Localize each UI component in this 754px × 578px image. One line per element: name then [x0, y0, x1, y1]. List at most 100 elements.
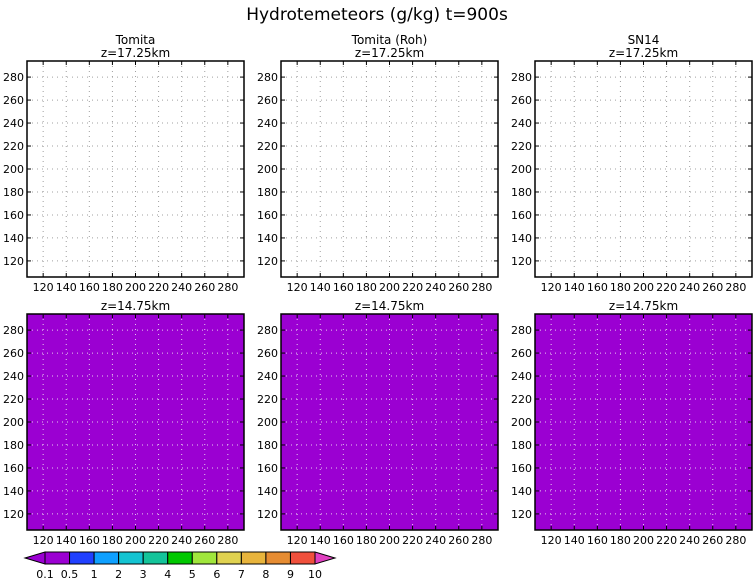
colorbar-label: 0.5	[61, 568, 79, 578]
y-tick-label: 140	[511, 485, 532, 498]
x-tick-label: 120	[541, 281, 562, 294]
y-tick-label: 180	[3, 439, 24, 452]
field-fill	[27, 314, 244, 530]
x-tick-label: 280	[217, 534, 238, 547]
y-tick-label: 260	[3, 94, 24, 107]
panel-subtitle: z=14.75km	[101, 299, 170, 313]
y-tick-label: 200	[3, 163, 24, 176]
x-tick-label: 280	[471, 534, 492, 547]
x-tick-label: 240	[425, 281, 446, 294]
y-tick-label: 260	[3, 347, 24, 360]
x-tick-label: 180	[102, 281, 123, 294]
colorbar-box-9	[265, 551, 291, 565]
x-tick-label: 200	[379, 534, 400, 547]
x-tick-label: 180	[356, 534, 377, 547]
y-tick-label: 240	[511, 370, 532, 383]
x-tick-label: 280	[725, 281, 746, 294]
colorbar-box-10	[289, 551, 316, 565]
y-tick-label: 240	[257, 370, 278, 383]
x-tick-label: 140	[310, 534, 331, 547]
x-tick-label: 180	[356, 281, 377, 294]
x-tick-label: 220	[148, 534, 169, 547]
x-tick-label: 280	[217, 281, 238, 294]
panel-subtitle: z=17.25km	[609, 46, 678, 60]
x-tick-label: 140	[56, 534, 77, 547]
colorbar-label: 0.1	[36, 568, 54, 578]
y-tick-label: 120	[257, 508, 278, 521]
y-tick-label: 220	[257, 140, 278, 153]
x-tick-label: 260	[194, 281, 215, 294]
y-tick-label: 260	[257, 94, 278, 107]
panel-column-title: Tomita (Roh)	[351, 33, 428, 47]
y-tick-label: 220	[3, 140, 24, 153]
y-tick-label: 120	[3, 255, 24, 268]
colorbar-label: 2	[115, 568, 122, 578]
panel-subtitle: z=14.75km	[355, 299, 424, 313]
colorbar-label: 3	[140, 568, 147, 578]
x-tick-label: 160	[79, 281, 100, 294]
x-tick-label: 160	[333, 281, 354, 294]
colorbar-box-1	[69, 551, 95, 565]
colorbar: 0.1 0.5 1 2 3 4 5 6 7 8 9 10	[23, 551, 337, 578]
x-tick-label: 260	[194, 534, 215, 547]
x-tick-label: 280	[471, 281, 492, 294]
figure-title: Hydrotemeteors (g/kg) t=900s	[246, 5, 508, 25]
panel-subtitle: z=14.75km	[609, 299, 678, 313]
y-tick-label: 280	[3, 324, 24, 337]
x-tick-label: 220	[656, 281, 677, 294]
y-tick-label: 200	[511, 163, 532, 176]
x-tick-label: 200	[125, 534, 146, 547]
y-tick-label: 180	[257, 186, 278, 199]
x-tick-label: 220	[402, 281, 423, 294]
y-tick-label: 120	[257, 255, 278, 268]
x-tick-label: 160	[587, 281, 608, 294]
y-tick-label: 140	[257, 485, 278, 498]
x-tick-label: 200	[379, 281, 400, 294]
y-tick-label: 280	[257, 71, 278, 84]
x-tick-label: 240	[679, 281, 700, 294]
panel-column-title: SN14	[628, 33, 660, 47]
y-tick-label: 180	[511, 186, 532, 199]
x-tick-label: 160	[333, 534, 354, 547]
x-tick-label: 180	[610, 534, 631, 547]
y-tick-label: 120	[511, 508, 532, 521]
y-tick-label: 120	[3, 508, 24, 521]
y-tick-label: 160	[3, 462, 24, 475]
x-tick-label: 200	[633, 281, 654, 294]
x-tick-label: 120	[33, 534, 54, 547]
x-tick-label: 120	[541, 534, 562, 547]
x-tick-label: 240	[425, 534, 446, 547]
colorbar-box-7	[216, 551, 242, 565]
y-tick-label: 220	[3, 393, 24, 406]
x-tick-label: 220	[148, 281, 169, 294]
y-tick-label: 240	[3, 370, 24, 383]
y-tick-label: 280	[511, 324, 532, 337]
y-tick-label: 220	[511, 393, 532, 406]
panel-subtitle: z=17.25km	[355, 46, 424, 60]
y-tick-label: 180	[511, 439, 532, 452]
y-tick-label: 160	[3, 209, 24, 222]
x-tick-label: 220	[402, 534, 423, 547]
x-tick-label: 120	[287, 281, 308, 294]
y-tick-label: 260	[511, 94, 532, 107]
colorbar-label: 7	[238, 568, 245, 578]
colorbar-box-6	[191, 551, 218, 565]
x-tick-label: 220	[656, 534, 677, 547]
colorbar-box-3	[118, 551, 144, 565]
colorbar-box-4	[142, 551, 169, 565]
colorbar-label: 5	[189, 568, 196, 578]
colorbar-label: 10	[308, 568, 322, 578]
x-tick-label: 140	[564, 534, 585, 547]
panel-frame	[280, 60, 499, 278]
y-tick-label: 280	[511, 71, 532, 84]
panel-frame	[534, 60, 753, 278]
x-tick-label: 180	[102, 534, 123, 547]
